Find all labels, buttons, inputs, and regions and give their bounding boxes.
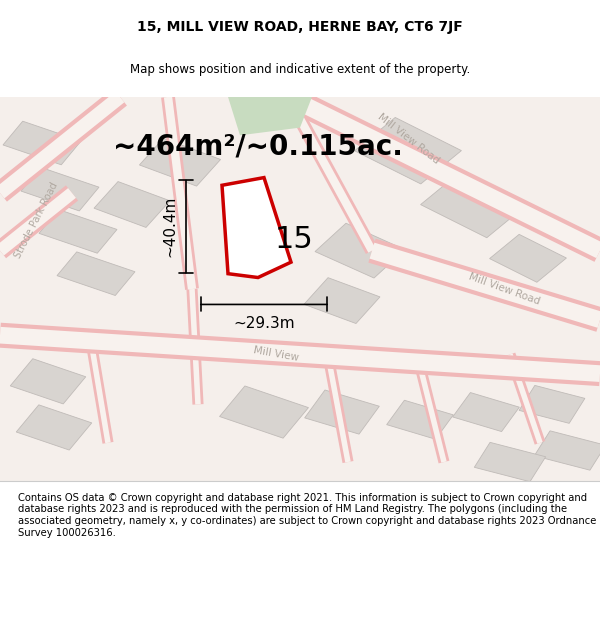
Text: ~464m²/~0.115ac.: ~464m²/~0.115ac. <box>113 133 403 161</box>
Bar <box>490 234 566 282</box>
Polygon shape <box>228 97 312 135</box>
Bar <box>220 386 308 438</box>
Bar <box>475 442 545 482</box>
Polygon shape <box>222 177 291 278</box>
Bar <box>94 182 170 228</box>
Bar <box>355 118 461 184</box>
Bar <box>3 121 81 165</box>
Text: 15, MILL VIEW ROAD, HERNE BAY, CT6 7JF: 15, MILL VIEW ROAD, HERNE BAY, CT6 7JF <box>137 20 463 34</box>
Bar <box>304 278 380 324</box>
Bar <box>535 431 600 470</box>
Text: ~40.4m: ~40.4m <box>162 196 177 258</box>
Text: Mill View Road: Mill View Road <box>376 112 440 166</box>
Bar <box>386 400 454 439</box>
Bar <box>57 252 135 296</box>
Bar <box>519 386 585 423</box>
Bar <box>16 405 92 450</box>
Text: Mill View Road: Mill View Road <box>467 271 541 307</box>
Bar <box>315 223 405 278</box>
Text: Map shows position and indicative extent of the property.: Map shows position and indicative extent… <box>130 63 470 76</box>
Text: 15: 15 <box>275 224 313 254</box>
Bar <box>421 171 527 238</box>
Bar <box>39 209 117 253</box>
Text: ~29.3m: ~29.3m <box>233 316 295 331</box>
Text: Contains OS data © Crown copyright and database right 2021. This information is : Contains OS data © Crown copyright and d… <box>18 492 596 538</box>
Bar <box>10 359 86 404</box>
Text: Strode Park Road: Strode Park Road <box>13 180 59 259</box>
Bar <box>139 138 221 186</box>
Bar <box>305 390 379 434</box>
Bar <box>452 392 520 432</box>
Bar <box>21 168 99 211</box>
Text: Mill View: Mill View <box>253 346 299 363</box>
